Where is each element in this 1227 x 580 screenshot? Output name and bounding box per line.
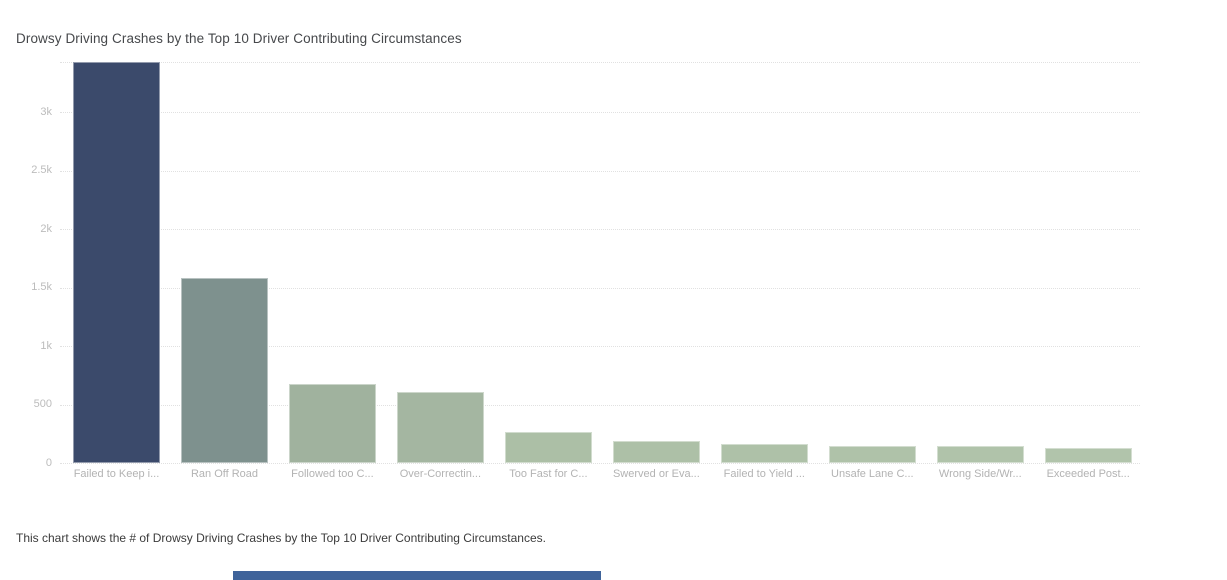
x-axis-label: Wrong Side/Wr... xyxy=(938,468,1022,480)
x-axis-label: Over-Correctin... xyxy=(399,468,482,480)
y-tick-label: 2k xyxy=(40,222,52,235)
bar[interactable] xyxy=(828,445,916,463)
bar[interactable] xyxy=(612,441,700,463)
y-tick-label: 500 xyxy=(33,398,52,411)
gridline xyxy=(60,112,1140,114)
bar-chart-plot: 0 500 1k 1.5k 2k 2.5k 3k Failed to Keep i... Ra… xyxy=(31,61,1140,480)
gridline xyxy=(60,287,1140,289)
y-tick-label: 3k xyxy=(40,105,52,118)
gridline xyxy=(60,404,1140,406)
bar[interactable] xyxy=(1044,447,1132,463)
y-tick-label: 1.5k xyxy=(31,281,52,294)
chart-title: Drowsy Driving Crashes by the Top 10 Dri… xyxy=(16,31,462,46)
bar[interactable] xyxy=(288,383,376,463)
chart-description: This chart shows the # of Drowsy Driving… xyxy=(16,531,546,545)
x-axis-label: Swerved or Eva... xyxy=(612,468,700,480)
gridline xyxy=(60,229,1140,231)
x-axis-label: Unsafe Lane C... xyxy=(831,468,914,480)
x-axis-label: Followed too C... xyxy=(291,468,374,480)
y-tick-label: 0 xyxy=(45,456,52,469)
gridline xyxy=(60,346,1140,348)
gridline xyxy=(60,61,1140,63)
bar[interactable] xyxy=(720,444,808,463)
x-axis-label: Failed to Keep i... xyxy=(73,468,160,480)
x-axis-label: Exceeded Post... xyxy=(1046,468,1130,480)
y-tick-label: 2.5k xyxy=(31,164,52,177)
x-axis-label: Failed to Yield ... xyxy=(723,468,805,480)
x-axis-label: Too Fast for C... xyxy=(509,468,588,480)
bar[interactable] xyxy=(73,62,160,463)
bar[interactable] xyxy=(396,391,484,463)
bar[interactable] xyxy=(936,446,1024,463)
bar[interactable] xyxy=(504,432,592,463)
gridline xyxy=(60,170,1140,172)
gridline xyxy=(60,463,1140,464)
bar[interactable] xyxy=(181,278,268,463)
bottom-partial-element xyxy=(233,571,601,580)
x-axis-label: Ran Off Road xyxy=(190,468,259,480)
y-tick-label: 1k xyxy=(40,339,52,352)
